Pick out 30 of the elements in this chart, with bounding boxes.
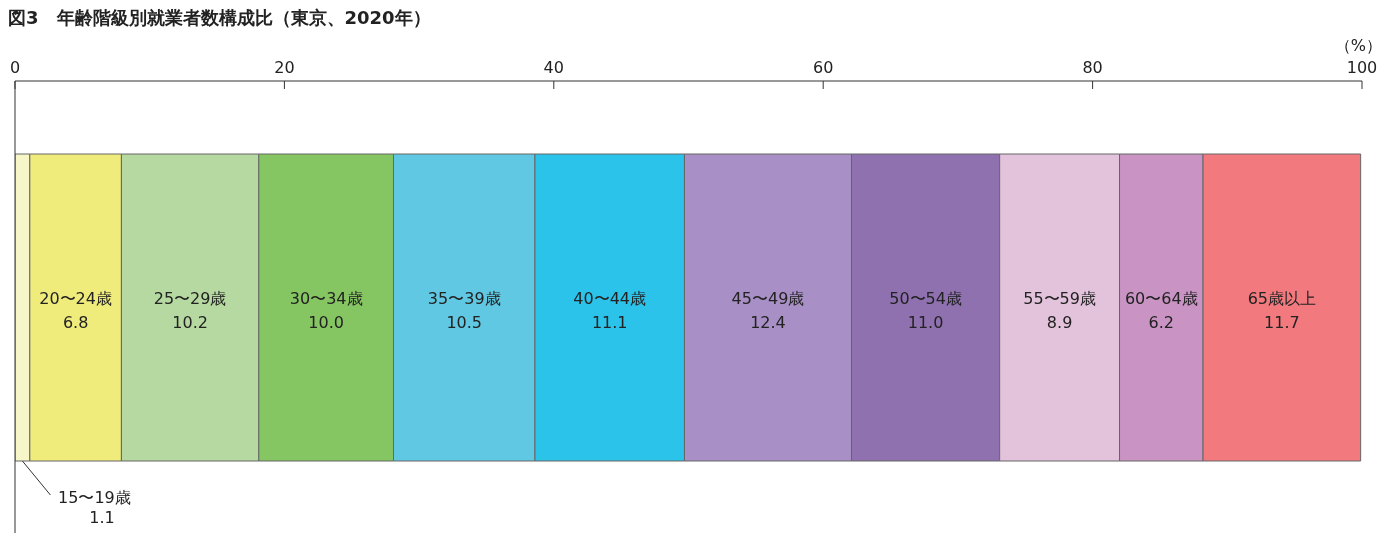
text: 1.1 [88, 508, 116, 527]
x-tick-label: 20 [274, 58, 295, 77]
series-label: 55〜59歳 [1023, 288, 1096, 308]
series-label: 30〜34歳 [289, 288, 363, 308]
data-label: 10.5 [446, 312, 483, 332]
series-label: 50〜54歳 [889, 288, 962, 308]
series-label: 60〜64歳 [1124, 288, 1198, 308]
series-label: 40〜44歳 [573, 288, 647, 308]
data-label: 11.7 [1264, 312, 1300, 332]
data-label: 8.9 [1046, 312, 1073, 332]
series-label: 35〜39歳 [427, 288, 501, 308]
series-label: 65歳以上 [1247, 288, 1317, 308]
x-axis-title: （%） [1334, 36, 1382, 57]
x-tick-label: 60 [813, 58, 834, 77]
data-label: 10.2 [172, 312, 208, 332]
series-label: 25〜29歳 [153, 288, 227, 308]
data-label: 6.8 [62, 312, 89, 332]
data-label: 12.4 [750, 312, 786, 332]
series-label: 45〜49歳 [731, 288, 805, 308]
data-label: 10.0 [308, 312, 344, 332]
data-label: 11.0 [907, 312, 944, 332]
data-label: 6.2 [1148, 312, 1175, 332]
x-tick-label: 100 [1346, 58, 1378, 77]
text: 15〜19歳 [58, 488, 131, 507]
chart-title: 図3 年齢階級別就業者数構成比（東京、2020年） [8, 6, 431, 30]
x-tick-label: 40 [543, 58, 564, 77]
x-tick-label: 80 [1082, 58, 1103, 77]
series-label: 20〜24歳 [39, 288, 112, 308]
x-tick-label: 0 [9, 58, 21, 77]
data-label: 11.1 [591, 312, 628, 332]
